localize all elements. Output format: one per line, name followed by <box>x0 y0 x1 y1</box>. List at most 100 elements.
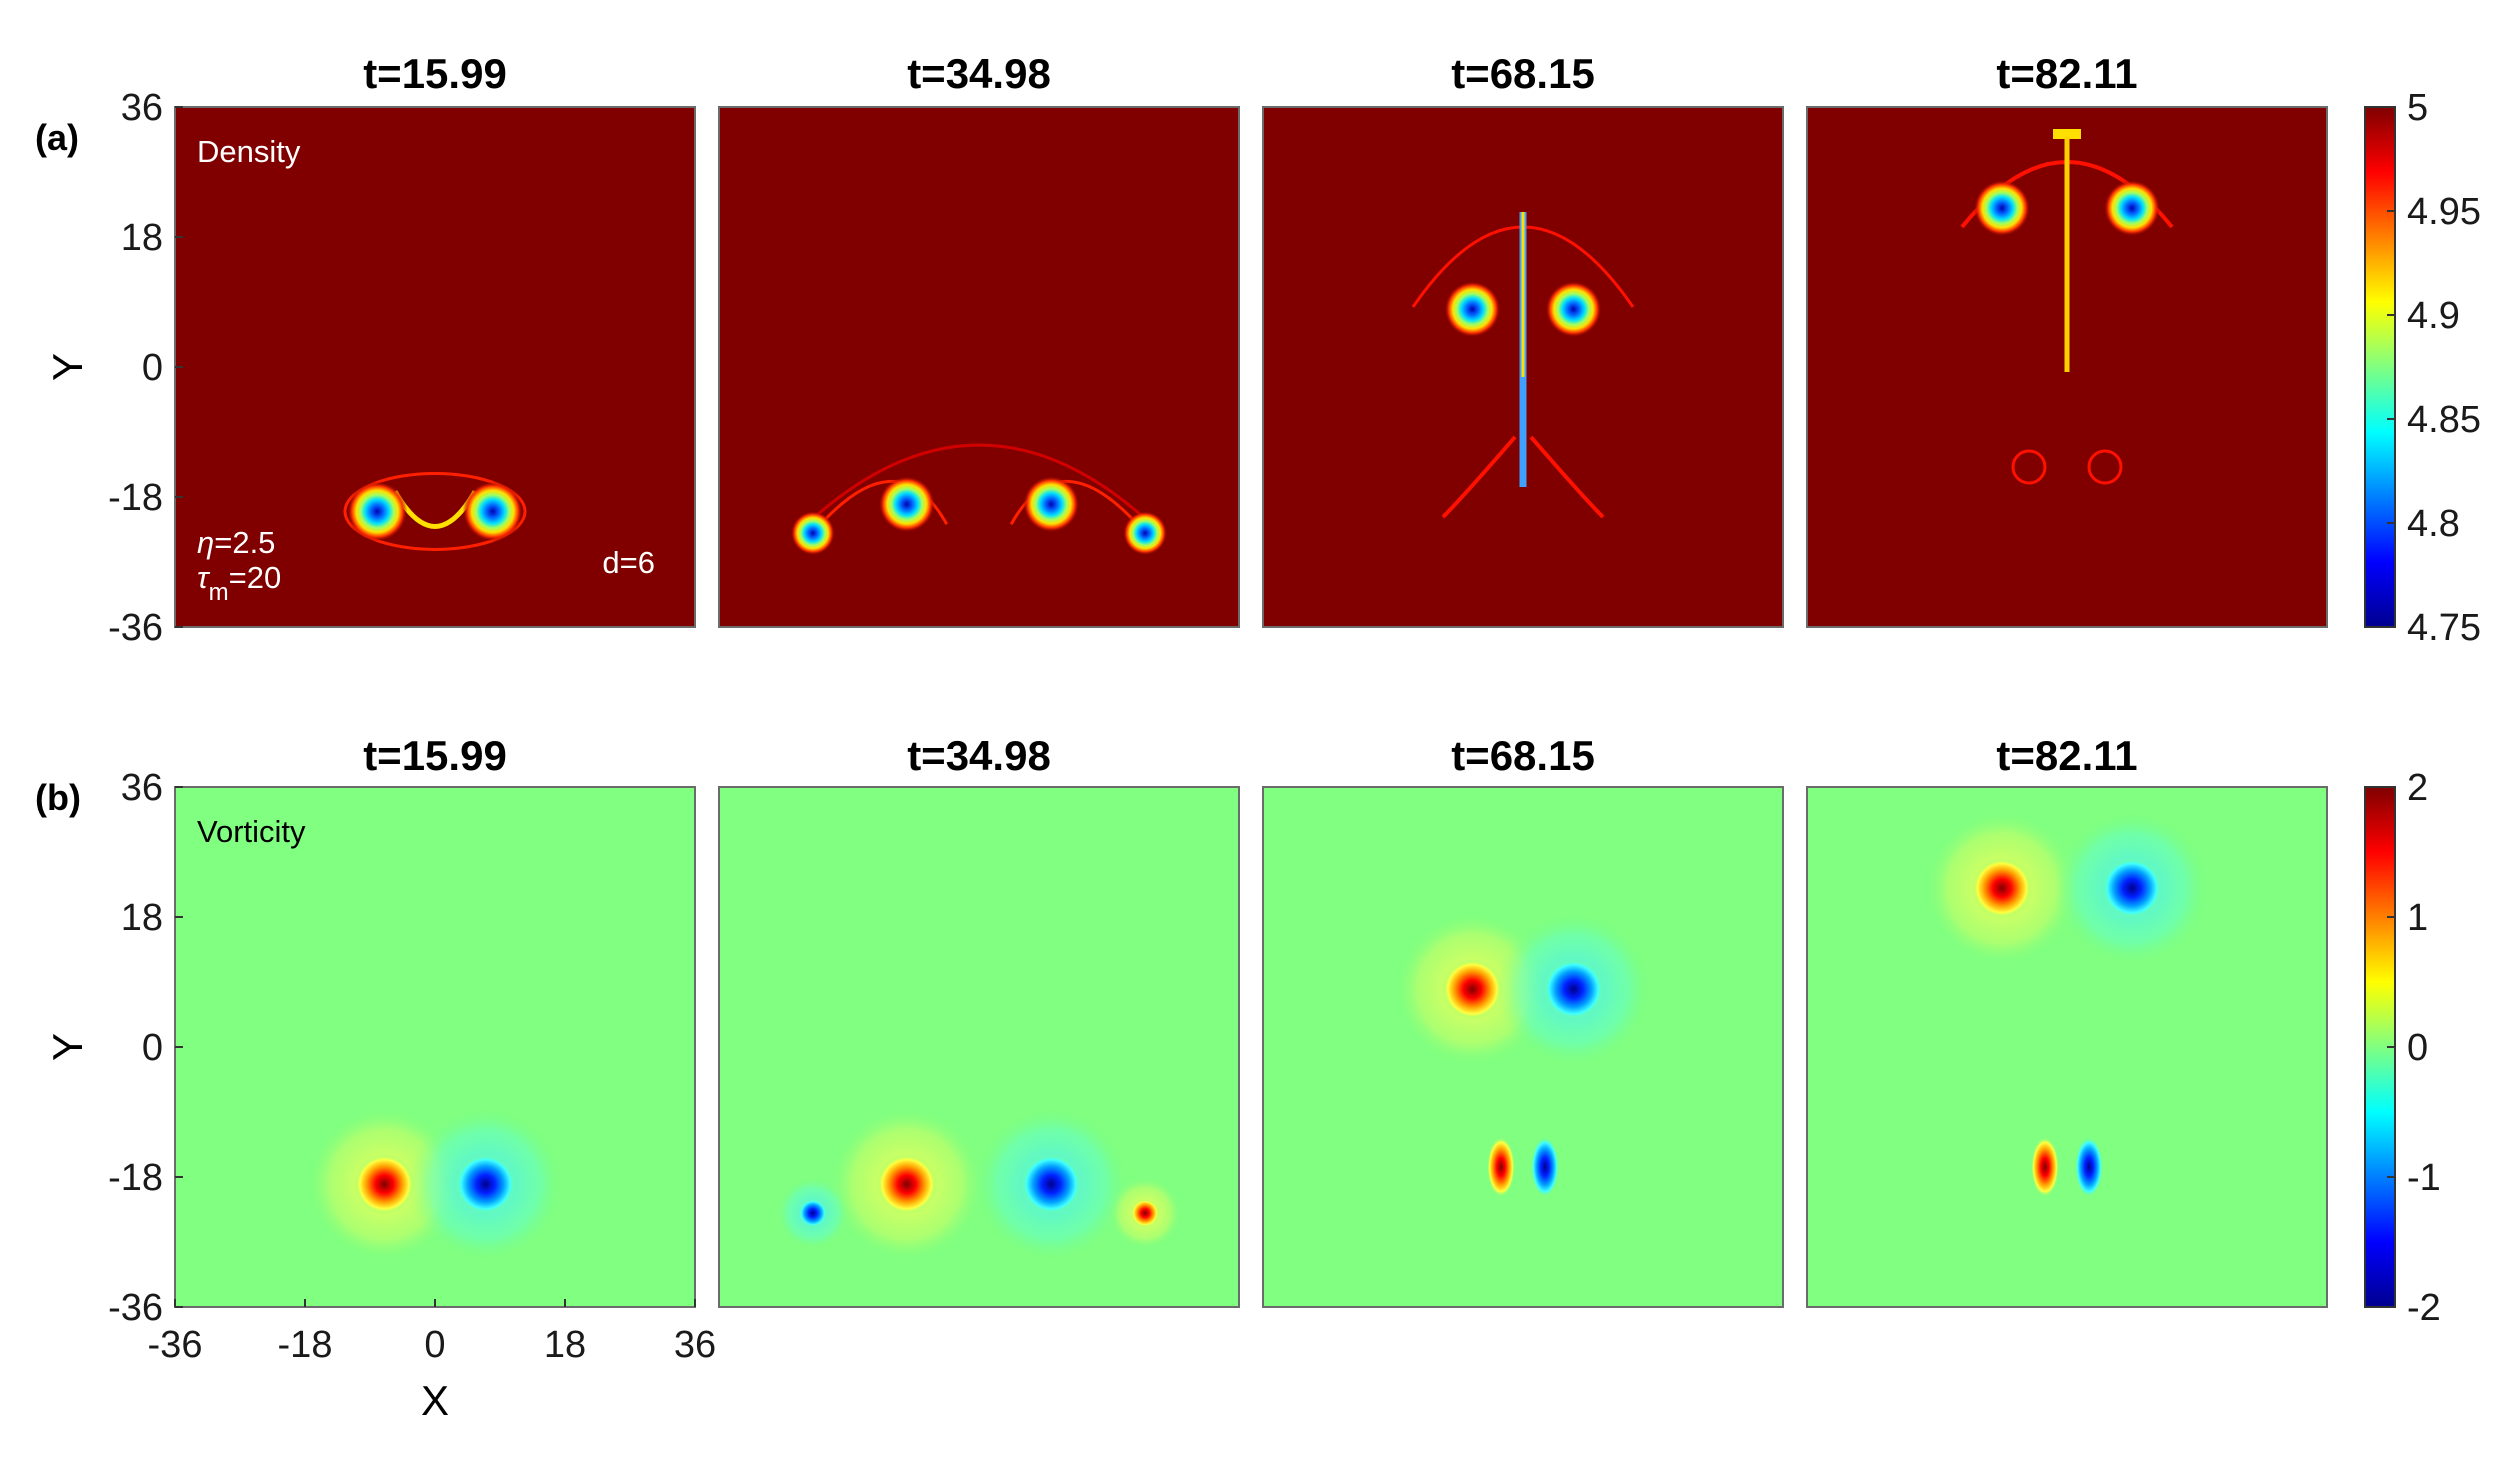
vorticity-negative-core <box>1543 959 1604 1020</box>
separation-parameter: d=6 <box>602 545 655 580</box>
y-tick-label: -36 <box>108 1287 163 1329</box>
panel-title: t=34.98 <box>907 732 1051 779</box>
vorticity-positive-core <box>2031 1137 2059 1197</box>
panel-frame <box>718 106 1240 628</box>
density-vortex <box>1023 476 1080 533</box>
y-axis-label: Y <box>44 353 91 381</box>
density-vortex <box>790 511 835 556</box>
colorbar-tick-label: 2 <box>2407 767 2428 809</box>
density-filament <box>1529 435 1605 519</box>
density-vortex <box>1444 281 1501 338</box>
density-cap <box>2053 129 2081 139</box>
panel-a-1: t=15.99 <box>174 50 696 628</box>
density-wake <box>343 471 527 551</box>
colorbar-tick-label: 5 <box>2407 87 2428 129</box>
field-features <box>790 443 1168 556</box>
x-tick-label: -18 <box>278 1324 333 1366</box>
x-axis-label: X <box>421 1377 449 1424</box>
x-tick-label: 18 <box>544 1324 586 1366</box>
colorbar-tick-label: 4.8 <box>2407 503 2460 545</box>
colorbar-tick-label: 0 <box>2407 1027 2428 1069</box>
panel-label-a: (a) <box>35 117 79 158</box>
panel-frame <box>718 786 1240 1308</box>
vorticity-negative-core <box>798 1199 827 1228</box>
vorticity-positive-core <box>876 1154 937 1215</box>
density-eddy <box>2087 449 2123 485</box>
density-vortex <box>1123 511 1168 556</box>
vorticity-negative-core <box>2075 1137 2103 1197</box>
y-tick-label: -18 <box>108 1157 163 1199</box>
panel-title: t=15.99 <box>363 50 507 97</box>
panel-title: t=68.15 <box>1451 732 1595 779</box>
panel-a-3: t=68.15 <box>1262 50 1784 628</box>
panel-a-2: t=34.98 <box>718 50 1240 628</box>
panel-title: t=68.15 <box>1451 50 1595 97</box>
density-eddy <box>2011 449 2047 485</box>
x-tick-label: 0 <box>424 1324 445 1366</box>
panel-frame <box>1806 786 2328 1308</box>
density-filament <box>1441 435 1517 519</box>
field-features <box>1960 129 2174 485</box>
y-tick-label: 18 <box>121 217 163 259</box>
vorticity-positive-core <box>1131 1199 1160 1228</box>
colorbar-frame <box>2364 106 2396 628</box>
y-axis-label: Y <box>44 1033 91 1061</box>
colorbar-tick-label: -1 <box>2407 1157 2441 1199</box>
x-tick-label: 36 <box>674 1324 716 1366</box>
density-vortex <box>2104 180 2160 237</box>
y-tick-label: -36 <box>108 607 163 649</box>
density-label: Density <box>197 134 301 169</box>
density-vortex <box>347 481 408 542</box>
y-tick-label: 0 <box>142 347 163 389</box>
colorbar-tick-label: 4.85 <box>2407 399 2481 441</box>
y-tick-label: 18 <box>121 897 163 939</box>
panel-b-2: t=34.98 <box>718 732 1240 1308</box>
panel-title: t=15.99 <box>363 732 507 779</box>
field-features <box>776 1106 1182 1263</box>
y-tick-label: 36 <box>121 767 163 809</box>
panel-title: t=82.11 <box>1996 732 2137 779</box>
panel-b-1: t=15.99 <box>174 732 696 1308</box>
vorticity-positive-core <box>354 1154 415 1215</box>
colorbar-tick-label: 4.95 <box>2407 191 2481 233</box>
density-wake <box>806 443 1152 525</box>
vorticity-positive-core <box>1442 959 1503 1020</box>
vorticity-negative-core <box>455 1154 516 1215</box>
field-features <box>343 471 527 551</box>
panel-title: t=82.11 <box>1996 50 2137 97</box>
vorticity-positive-core <box>1972 858 2032 919</box>
vorticity-negative-core <box>1531 1137 1559 1197</box>
vorticity-negative-core <box>2102 858 2162 919</box>
y-tick-label: -18 <box>108 477 163 519</box>
x-tick-label: -36 <box>148 1324 203 1366</box>
field-features <box>1394 911 1652 1197</box>
vorticity-label: Vorticity <box>197 814 306 849</box>
heatmap-background <box>719 107 1239 627</box>
heatmap-background <box>175 107 695 627</box>
density-vortex <box>1974 180 2030 237</box>
panel-a-4: t=82.11 <box>1806 50 2328 628</box>
tau-parameter: τm=20 <box>197 560 281 606</box>
y-tick-label: 0 <box>142 1027 163 1069</box>
y-tick-label: 36 <box>121 87 163 129</box>
colorbar-tick-label: 1 <box>2407 897 2428 939</box>
colorbar-tick-label: 4.9 <box>2407 295 2460 337</box>
colorbar-tick-label: -2 <box>2407 1287 2441 1329</box>
panel-frame <box>1262 786 1784 1308</box>
field-features <box>306 1106 564 1263</box>
panel-label-b: (b) <box>35 777 81 818</box>
panel-b-4: t=82.11 <box>1806 732 2328 1308</box>
field-features <box>1924 810 2210 1197</box>
eta-parameter: η=2.5 <box>197 525 275 560</box>
density-vortex <box>1545 281 1602 338</box>
panel-frame <box>1262 106 1784 628</box>
panel-b-3: t=68.15 <box>1262 732 1784 1308</box>
panel-title: t=34.98 <box>907 50 1051 97</box>
panel-frame <box>1806 106 2328 628</box>
vorticity-positive-core <box>1487 1137 1515 1197</box>
density-vortex <box>462 481 523 542</box>
density-vortex <box>878 476 935 533</box>
colorbar <box>2365 107 2395 627</box>
field-features <box>1411 212 1635 519</box>
